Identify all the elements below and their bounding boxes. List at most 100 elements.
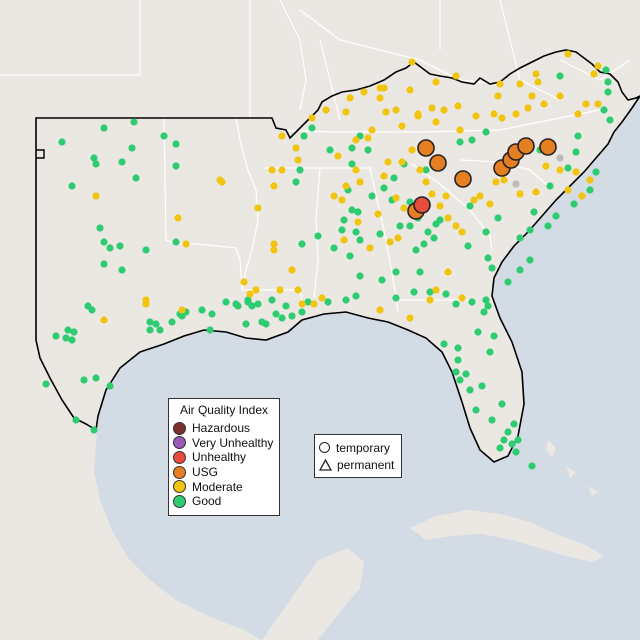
monitor-site[interactable] — [482, 128, 490, 136]
monitor-site[interactable] — [156, 326, 164, 334]
monitor-site[interactable] — [534, 78, 542, 86]
monitor-site[interactable] — [294, 286, 302, 294]
monitor-site[interactable] — [282, 302, 290, 310]
monitor-site[interactable] — [334, 152, 342, 160]
monitor-site[interactable] — [574, 132, 582, 140]
monitor-site[interactable] — [292, 178, 300, 186]
monitor-site[interactable] — [494, 92, 502, 100]
monitor-site[interactable] — [432, 286, 440, 294]
monitor-site[interactable] — [100, 316, 108, 324]
monitor-site[interactable] — [222, 298, 230, 306]
monitor-site[interactable] — [278, 132, 286, 140]
monitor-site[interactable] — [494, 214, 502, 222]
monitor-site[interactable] — [470, 196, 478, 204]
monitor-site[interactable] — [356, 236, 364, 244]
monitor-site[interactable] — [308, 124, 316, 132]
monitor-site[interactable] — [116, 242, 124, 250]
monitor-site[interactable] — [376, 230, 384, 238]
monitor-site[interactable] — [314, 232, 322, 240]
monitor-site[interactable] — [488, 416, 496, 424]
monitor-site[interactable] — [322, 106, 330, 114]
monitor-site[interactable] — [364, 134, 372, 142]
monitor-site[interactable] — [408, 58, 416, 66]
monitor-site[interactable] — [174, 214, 182, 222]
monitor-site[interactable] — [512, 448, 520, 456]
monitor-site[interactable] — [270, 246, 278, 254]
monitor-site[interactable] — [456, 138, 464, 146]
monitor-site[interactable] — [600, 106, 608, 114]
monitor-site[interactable] — [408, 146, 416, 154]
monitor-site[interactable] — [544, 222, 552, 230]
monitor-site[interactable] — [486, 348, 494, 356]
monitor-site[interactable] — [100, 260, 108, 268]
monitor-site[interactable] — [152, 320, 160, 328]
monitor-site[interactable] — [444, 214, 452, 222]
monitor-site[interactable] — [412, 246, 420, 254]
monitor-site[interactable] — [92, 374, 100, 382]
monitor-site[interactable] — [422, 178, 430, 186]
monitor-site[interactable] — [262, 320, 270, 328]
monitor-site[interactable] — [454, 102, 462, 110]
monitor-site[interactable] — [532, 188, 540, 196]
monitor-site[interactable] — [542, 162, 550, 170]
monitor-site[interactable] — [396, 222, 404, 230]
monitor-site[interactable] — [338, 196, 346, 204]
monitor-site[interactable] — [62, 334, 70, 342]
monitor-site[interactable] — [512, 110, 520, 118]
monitor-site[interactable] — [436, 202, 444, 210]
monitor-site[interactable] — [270, 182, 278, 190]
monitor-site[interactable] — [348, 206, 356, 214]
monitor-site[interactable] — [352, 136, 360, 144]
monitor-site-no-data[interactable] — [556, 154, 564, 162]
monitor-site[interactable] — [458, 228, 466, 236]
monitor-site[interactable] — [240, 278, 248, 286]
monitor-site[interactable] — [168, 318, 176, 326]
monitor-site[interactable] — [118, 158, 126, 166]
monitor-site[interactable] — [382, 108, 390, 116]
monitor-site[interactable] — [517, 137, 535, 155]
monitor-site[interactable] — [432, 118, 440, 126]
monitor-site[interactable] — [556, 72, 564, 80]
monitor-site[interactable] — [244, 296, 252, 304]
monitor-site[interactable] — [376, 94, 384, 102]
monitor-site[interactable] — [142, 296, 150, 304]
monitor-site[interactable] — [394, 234, 402, 242]
monitor-site[interactable] — [376, 306, 384, 314]
monitor-site[interactable] — [216, 176, 224, 184]
monitor-site[interactable] — [594, 100, 602, 108]
monitor-site[interactable] — [330, 192, 338, 200]
monitor-site[interactable] — [602, 66, 610, 74]
monitor-site[interactable] — [324, 298, 332, 306]
monitor-site[interactable] — [456, 126, 464, 134]
monitor-site[interactable] — [68, 182, 76, 190]
monitor-site[interactable] — [400, 204, 408, 212]
monitor-site[interactable] — [572, 168, 580, 176]
monitor-site[interactable] — [540, 100, 548, 108]
monitor-site[interactable] — [426, 296, 434, 304]
monitor-site[interactable] — [516, 80, 524, 88]
monitor-site[interactable] — [146, 326, 154, 334]
monitor-site[interactable] — [292, 144, 300, 152]
monitor-site[interactable] — [380, 172, 388, 180]
monitor-site[interactable] — [578, 192, 586, 200]
monitor-site[interactable] — [392, 268, 400, 276]
monitor-site[interactable] — [488, 264, 496, 272]
monitor-site[interactable] — [516, 234, 524, 242]
monitor-site[interactable] — [424, 228, 432, 236]
monitor-site[interactable] — [342, 108, 350, 116]
monitor-site[interactable] — [100, 124, 108, 132]
monitor-site[interactable] — [106, 244, 114, 252]
monitor-site[interactable] — [413, 196, 431, 214]
monitor-site-no-data[interactable] — [512, 180, 520, 188]
monitor-site[interactable] — [52, 332, 60, 340]
monitor-site[interactable] — [272, 310, 280, 318]
monitor-site[interactable] — [586, 186, 594, 194]
monitor-site[interactable] — [406, 314, 414, 322]
monitor-site[interactable] — [346, 252, 354, 260]
monitor-site[interactable] — [432, 220, 440, 228]
monitor-site[interactable] — [422, 166, 430, 174]
monitor-site[interactable] — [318, 294, 326, 302]
monitor-site[interactable] — [326, 146, 334, 154]
monitor-site[interactable] — [414, 110, 422, 118]
monitor-site[interactable] — [340, 216, 348, 224]
